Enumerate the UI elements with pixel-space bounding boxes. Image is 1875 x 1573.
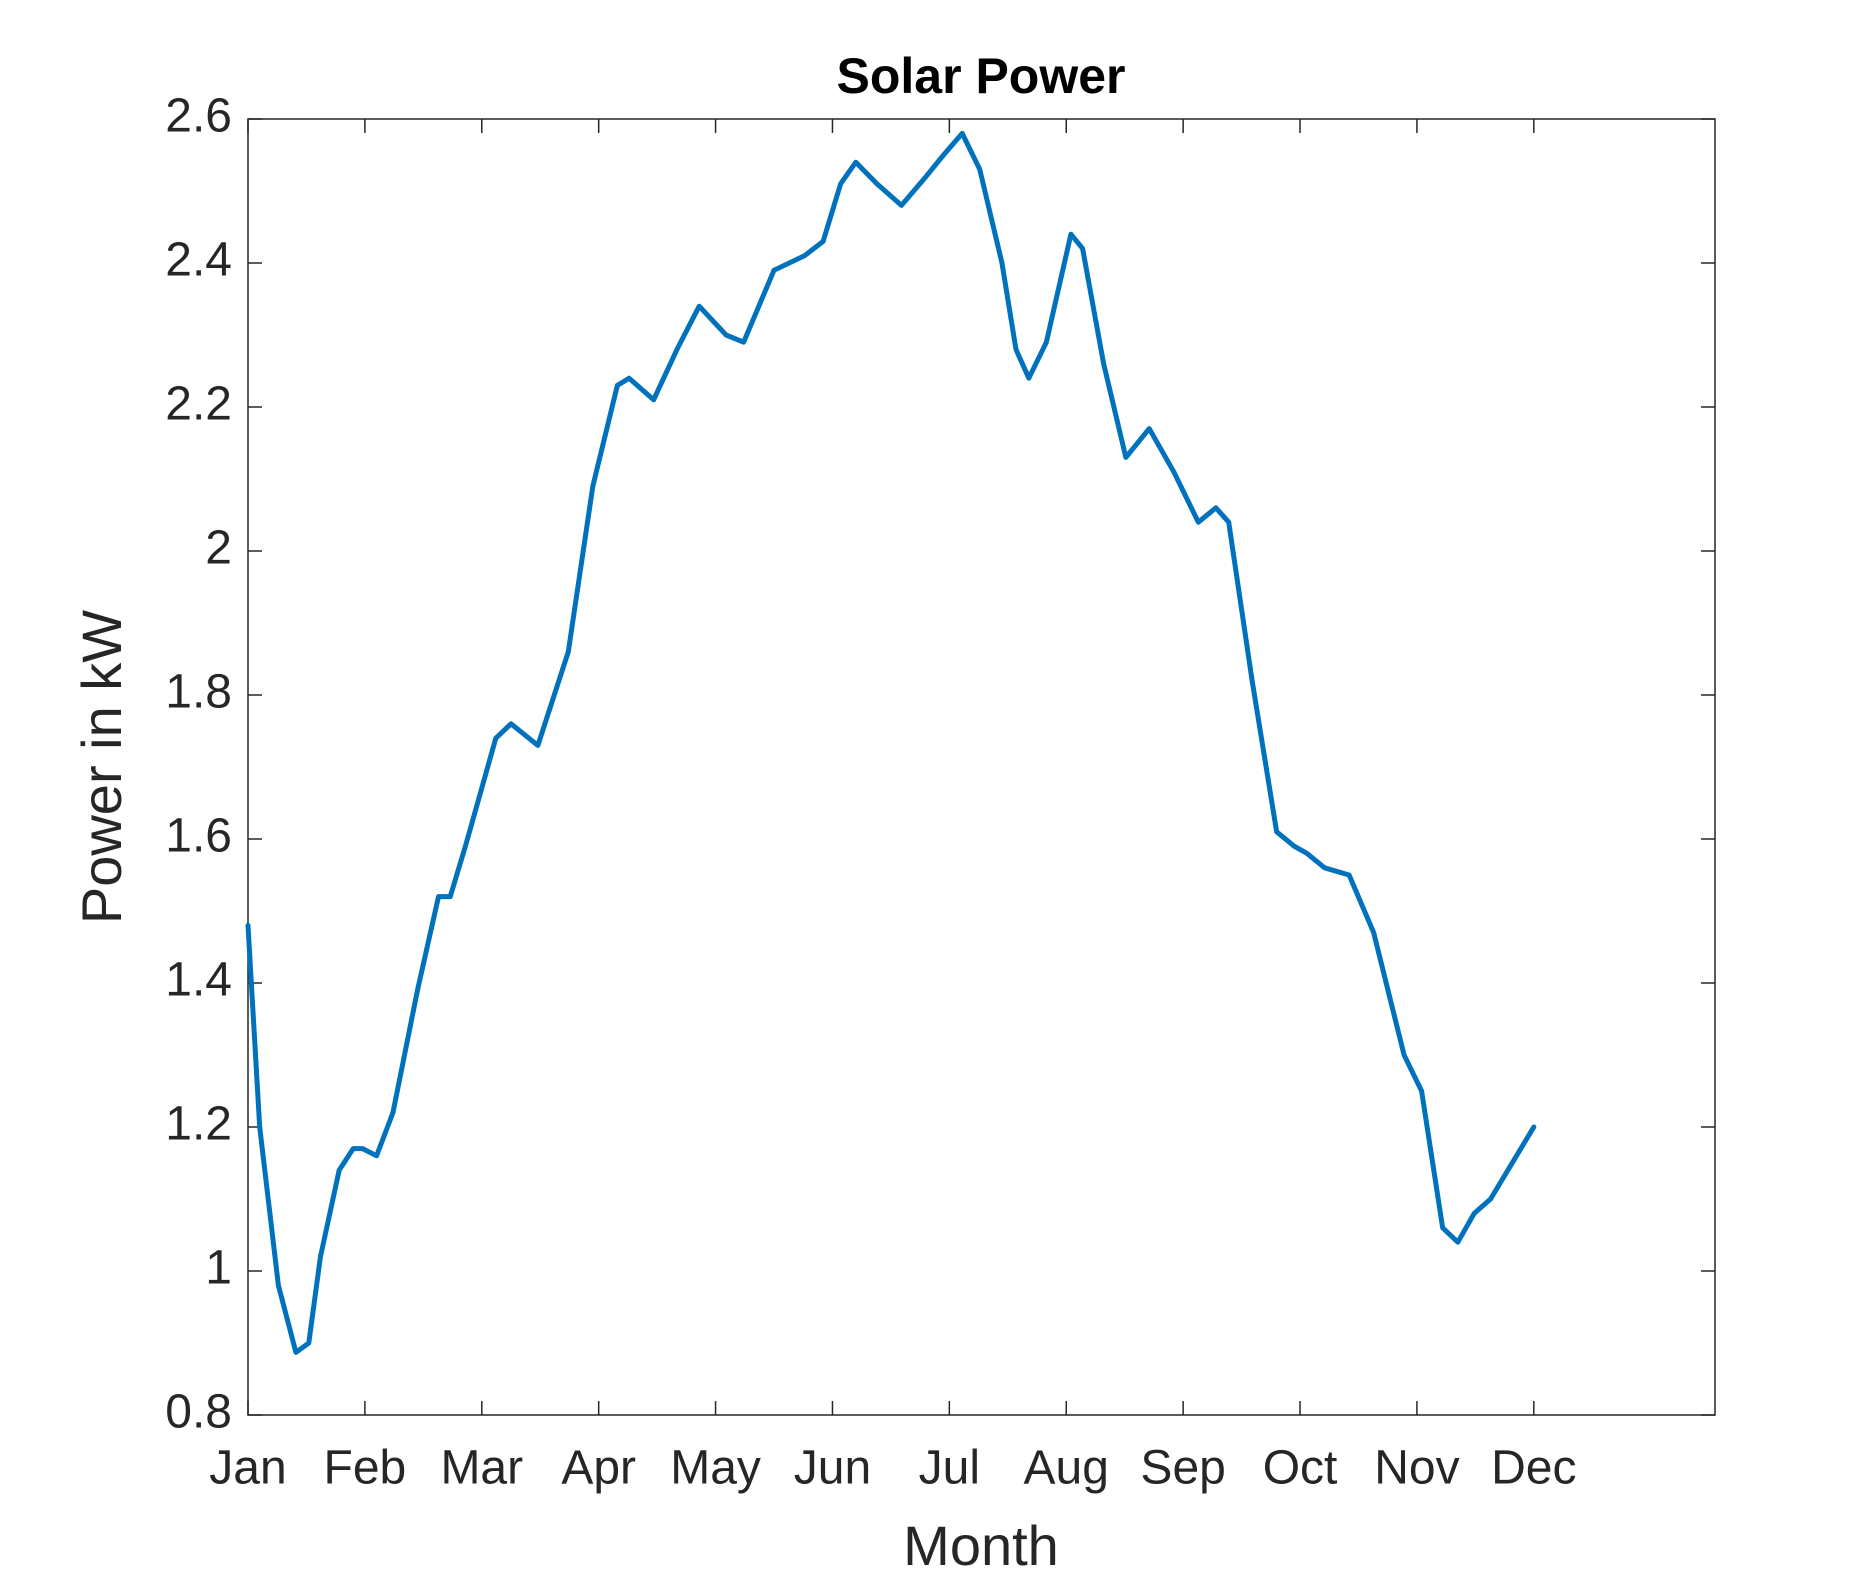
y-tick-label: 2 [205,522,232,575]
x-tick-label: Apr [561,1442,636,1495]
x-tick-label: Aug [1024,1442,1109,1495]
chart-title: Solar Power [837,48,1126,104]
y-tick-label: 1 [205,1242,232,1295]
x-tick-label: Sep [1140,1442,1225,1495]
x-tick-label: Jan [209,1442,286,1495]
y-tick-label: 1.4 [165,954,232,1007]
x-axis-label: Month [903,1514,1059,1573]
y-tick-label: 2.4 [165,234,232,287]
y-tick-label: 2.2 [165,378,232,431]
x-tick-label: Jun [794,1442,871,1495]
x-tick-label: Mar [440,1442,523,1495]
x-tick-label: May [670,1442,761,1495]
x-tick-label: Dec [1491,1442,1576,1495]
y-tick-label: 1.8 [165,666,232,719]
y-tick-label: 2.6 [165,90,232,143]
x-tick-label: Jul [919,1442,980,1495]
y-tick-label: 0.8 [165,1386,232,1439]
data-line [245,130,1537,1355]
y-tick-label: 1.6 [165,810,232,863]
x-tick-label: Oct [1263,1442,1338,1495]
x-tick-label: Nov [1374,1442,1459,1495]
y-axis-label: Power in kW [70,610,133,924]
x-tick-label: Feb [324,1442,407,1495]
y-tick-label: 1.2 [165,1098,232,1151]
axes-box [247,118,1716,1416]
